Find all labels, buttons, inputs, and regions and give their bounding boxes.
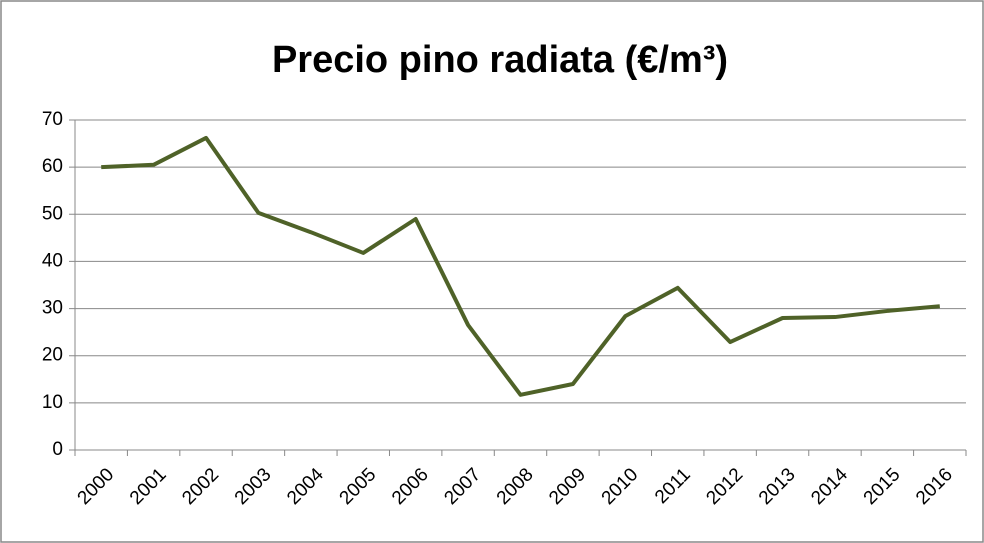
y-tick-label: 60 <box>42 156 63 177</box>
y-tick-label: 70 <box>42 109 63 130</box>
y-tick-label: 50 <box>42 203 63 224</box>
y-tick-label: 10 <box>42 392 63 413</box>
y-tick-label: 20 <box>42 345 63 366</box>
y-tick-label: 0 <box>52 439 63 460</box>
y-tick-label: 40 <box>42 250 63 271</box>
data-line <box>101 135 940 397</box>
chart-title: Precio pino radiata (€/m³) <box>272 39 728 81</box>
y-tick-label: 30 <box>42 298 63 319</box>
